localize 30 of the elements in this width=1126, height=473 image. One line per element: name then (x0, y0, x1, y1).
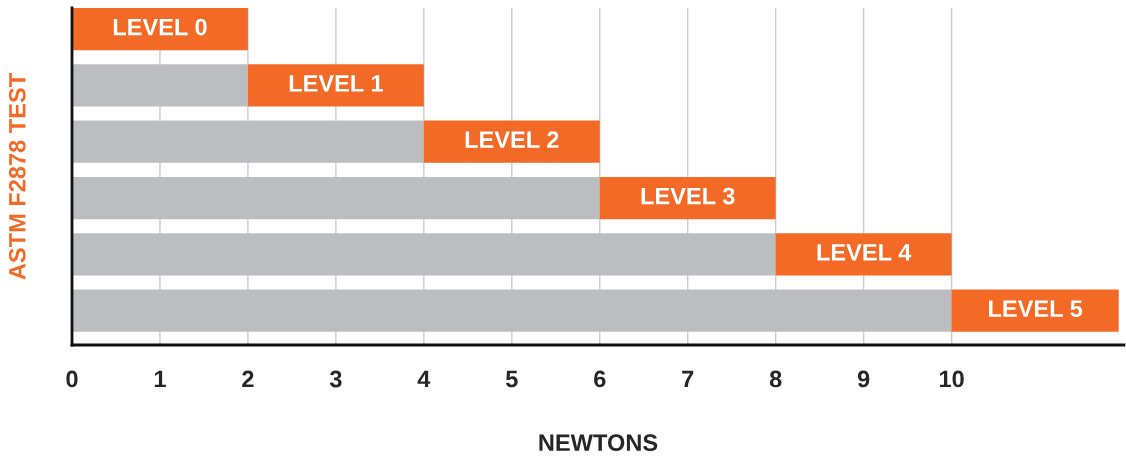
bar (72, 120, 424, 163)
x-tick-label: 0 (66, 370, 78, 388)
x-tick-label: 7 (682, 370, 694, 388)
bar (72, 64, 248, 107)
bar (72, 289, 952, 332)
y-tick-label: LEVEL 1 (289, 75, 383, 92)
bar (72, 176, 600, 220)
y-tick-label: LEVEL 2 (465, 131, 559, 148)
x-tick-label: 2 (242, 370, 254, 388)
bar (775, 233, 952, 276)
x-tick-label: 1 (154, 370, 166, 388)
bar (247, 64, 424, 107)
bar (423, 120, 600, 163)
x-tick-label: 4 (417, 370, 431, 388)
y-tick-label: LEVEL 5 (989, 300, 1083, 317)
bar (72, 8, 248, 51)
bar (951, 289, 1119, 332)
bar (599, 176, 776, 220)
x-tick-label: 5 (505, 370, 518, 388)
x-tick-label: 8 (769, 370, 782, 388)
y-axis-title: ASTM F2878 TEST (8, 73, 26, 280)
x-tick-label: 9 (857, 370, 870, 388)
bar (72, 233, 776, 276)
y-tick-label: LEVEL 4 (817, 244, 912, 261)
x-tick-label: 10 (939, 370, 964, 388)
y-tick-label: LEVEL 0 (113, 18, 207, 36)
x-tick-label: 6 (594, 370, 606, 388)
x-tick-label: 3 (329, 370, 342, 388)
y-tick-label: LEVEL 3 (641, 187, 735, 205)
x-axis-title: NEWTONS (539, 434, 658, 452)
